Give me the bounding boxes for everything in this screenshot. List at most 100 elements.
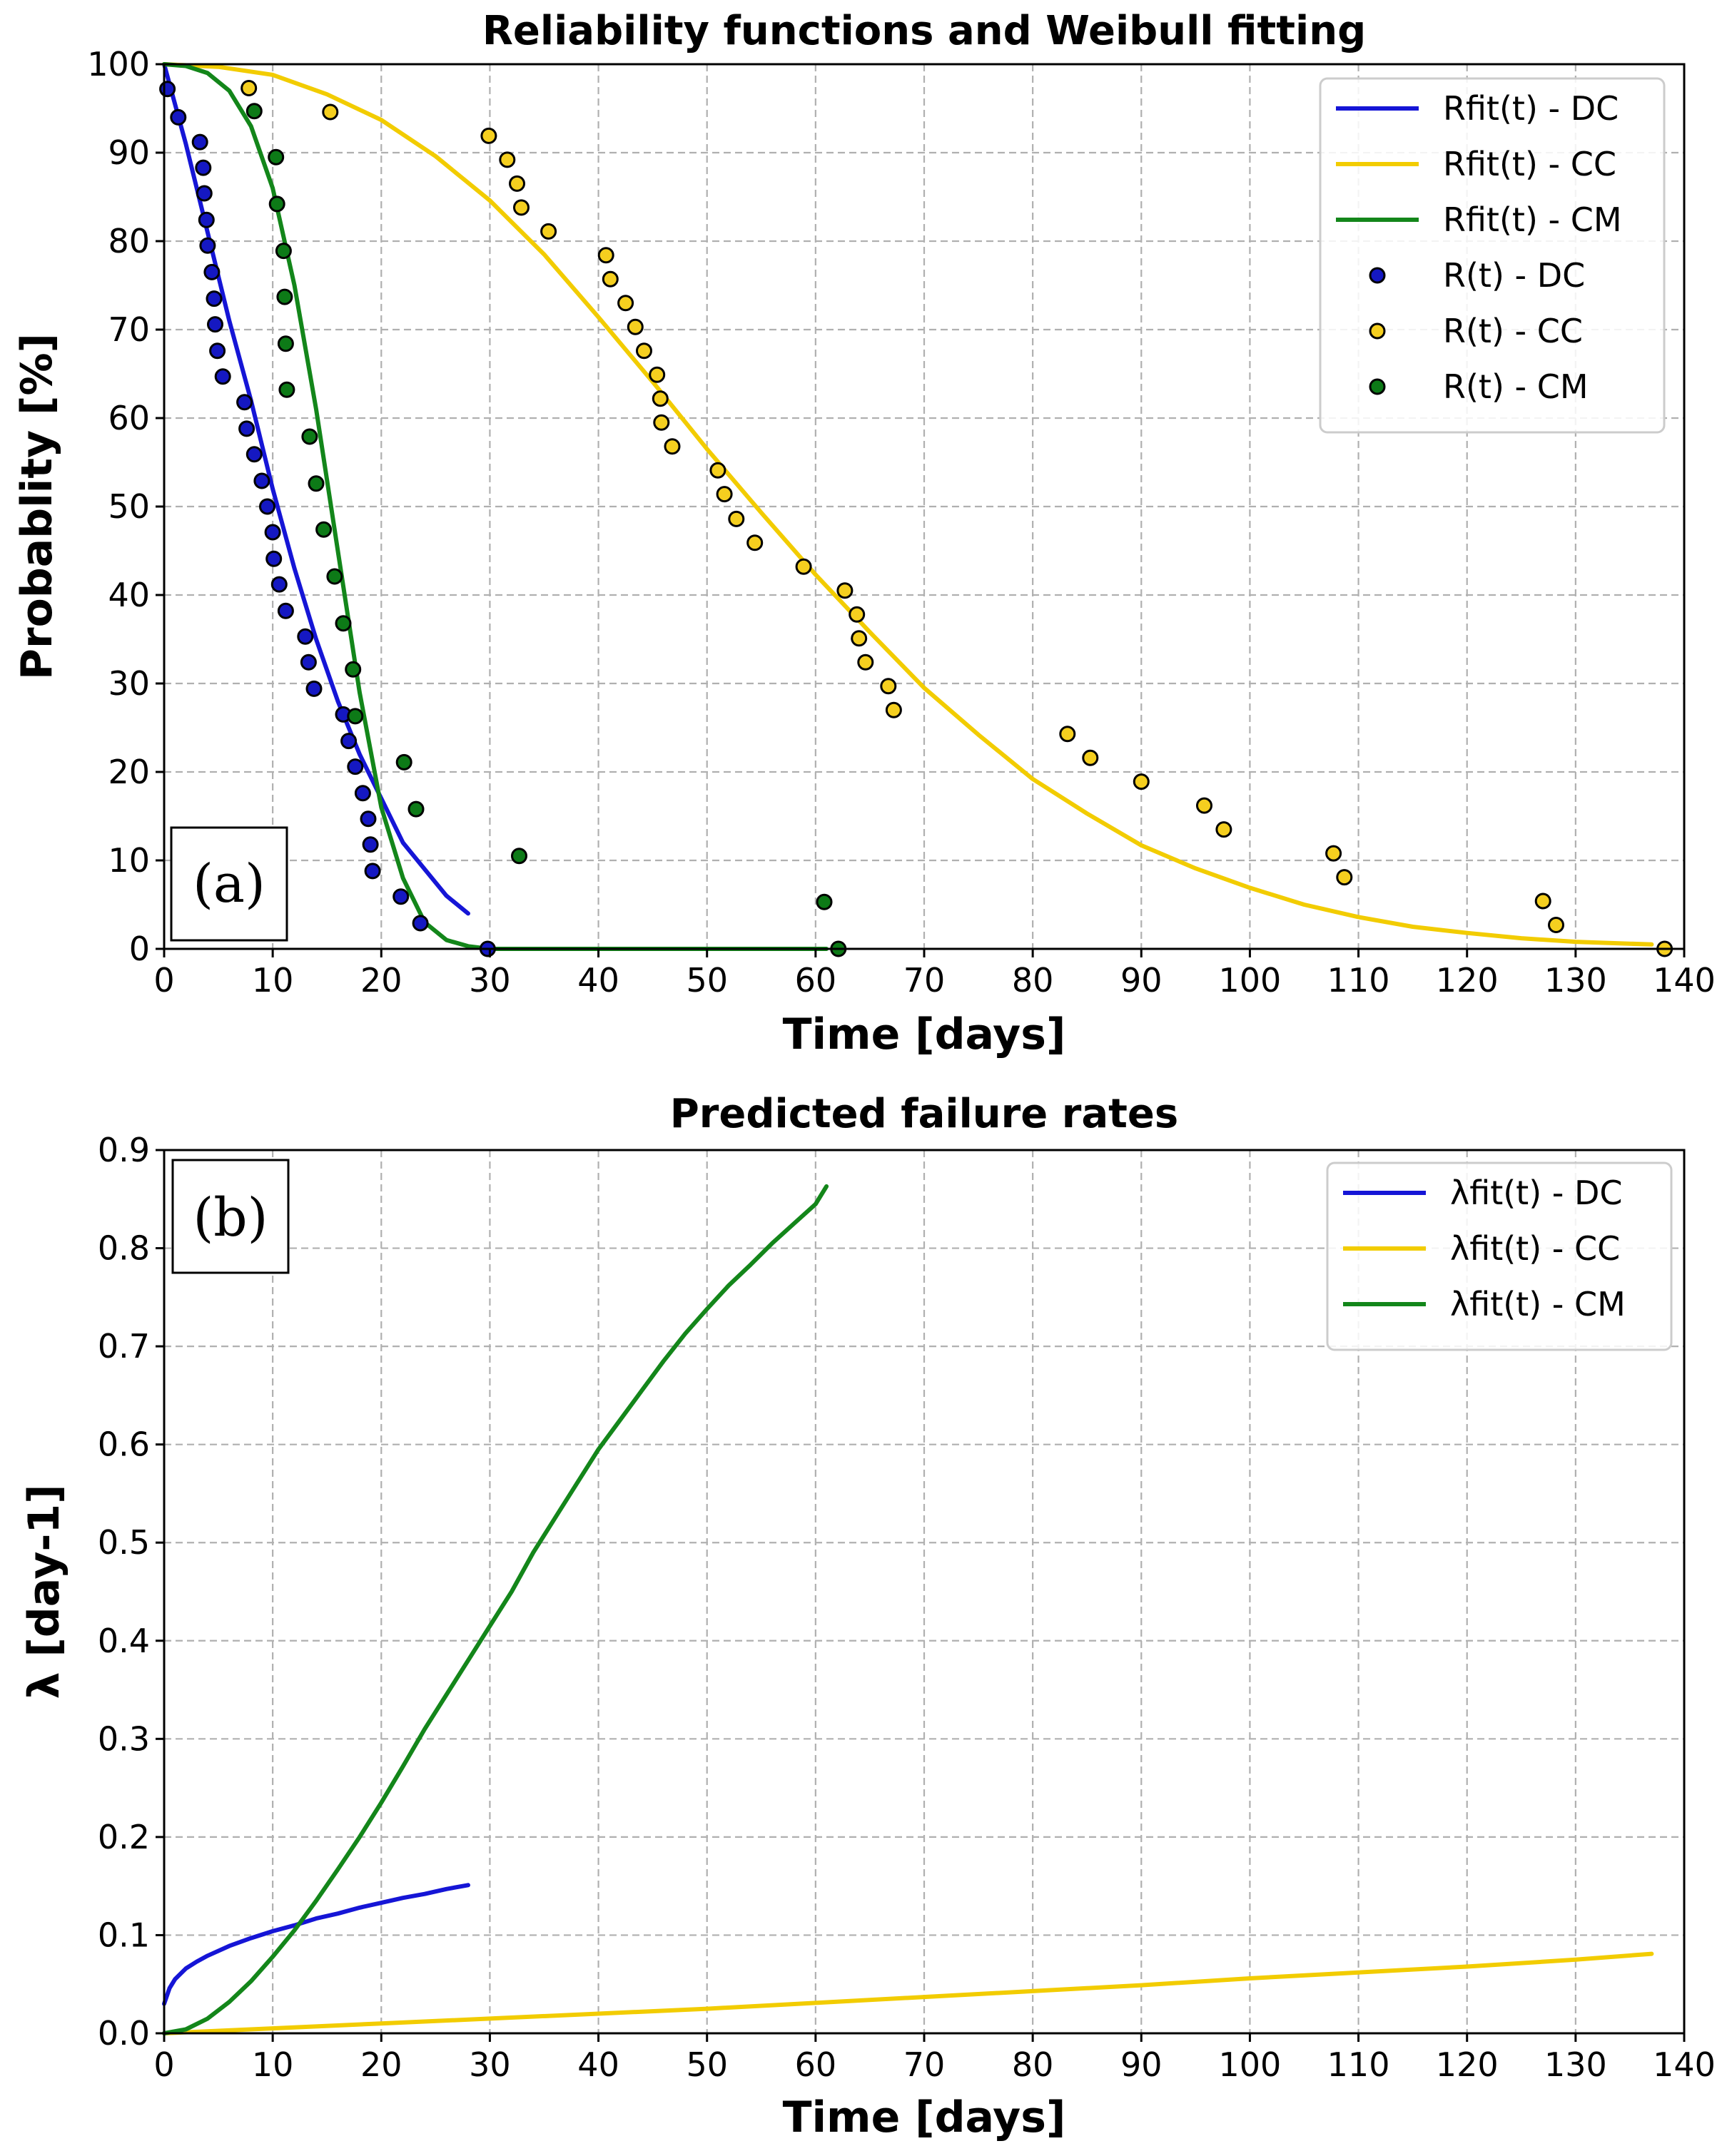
data-point-r-t-cc bbox=[617, 295, 634, 312]
legend-label-rfit-t-cc: Rfit(t) - CC bbox=[1443, 145, 1616, 183]
x-tick-label: 10 bbox=[252, 961, 294, 1000]
data-point-r-t-cm bbox=[816, 893, 833, 910]
x-tick-label: 0 bbox=[153, 2045, 174, 2084]
data-point-r-t-cm bbox=[277, 335, 294, 352]
data-point-r-t-cc bbox=[1325, 845, 1342, 862]
x-tick-label: 90 bbox=[1120, 961, 1163, 1000]
y-axis-label: λ [day-1] bbox=[19, 1484, 69, 1699]
data-point-r-t-dc bbox=[364, 863, 381, 880]
panel-tag-box bbox=[171, 1159, 290, 1274]
panel-tag: (b) bbox=[171, 1159, 290, 1274]
x-tick-label: 130 bbox=[1544, 961, 1607, 1000]
series-line--fit-t-cc bbox=[162, 1951, 1654, 2035]
data-point-r-t-dc bbox=[360, 810, 377, 828]
x-tick-label: 120 bbox=[1436, 961, 1499, 1000]
y-tick-label: 0.7 bbox=[98, 1327, 150, 1366]
x-tick-label: 80 bbox=[1012, 2045, 1054, 2084]
data-point-r-t-cc bbox=[1336, 869, 1353, 886]
legend-swatch-r-t-cm bbox=[1369, 378, 1386, 395]
series-line-rfit-t-cc bbox=[162, 62, 1654, 947]
data-point-r-t-dc bbox=[354, 785, 371, 802]
y-tick-label: 50 bbox=[108, 487, 150, 526]
y-tick-label: 0.8 bbox=[98, 1229, 150, 1268]
data-point-r-t-cc bbox=[746, 534, 764, 551]
series-line--fit-t-cm bbox=[162, 1184, 829, 2035]
data-point-r-t-cm bbox=[245, 103, 263, 120]
x-tick-label: 110 bbox=[1327, 961, 1390, 1000]
data-point-r-t-dc bbox=[203, 263, 221, 280]
legend-label-rfit-t-cm: Rfit(t) - CM bbox=[1443, 200, 1622, 239]
data-point-r-t-dc bbox=[347, 758, 364, 776]
axis-ticks: 0 10 20 30 40 50 60 70 80 90 100 110 120 130 140 0.0 0.1… bbox=[98, 1131, 1716, 2084]
legend-label-r-t-cc: R(t) - CC bbox=[1443, 312, 1583, 350]
y-tick-label: 0.5 bbox=[98, 1523, 150, 1562]
x-tick-label: 30 bbox=[469, 2045, 511, 2084]
data-point-r-t-cm bbox=[407, 800, 425, 818]
chart-title: Reliability functions and Weibull fittin… bbox=[482, 8, 1366, 54]
data-point-r-t-dc bbox=[207, 316, 223, 333]
x-tick-label: 110 bbox=[1327, 2045, 1390, 2084]
data-point-r-t-cc bbox=[499, 151, 516, 168]
data-point-r-t-cc bbox=[480, 127, 497, 144]
data-point-r-t-cc bbox=[857, 654, 874, 671]
data-point-r-t-dc bbox=[206, 290, 223, 307]
panel-tag: (a) bbox=[170, 826, 288, 942]
data-point-r-t-dc bbox=[340, 733, 358, 750]
data-point-r-t-dc bbox=[300, 654, 317, 671]
x-tick-label: 60 bbox=[795, 2045, 837, 2084]
x-tick-label: 10 bbox=[252, 2045, 294, 2084]
data-point-r-t-cc bbox=[1548, 917, 1564, 933]
x-tick-label: 90 bbox=[1120, 2045, 1163, 2084]
data-point-r-t-dc bbox=[196, 185, 213, 202]
y-tick-label: 0.4 bbox=[98, 1622, 150, 1660]
data-point-r-t-cc bbox=[851, 630, 868, 647]
panel-tag-label: (a) bbox=[193, 853, 265, 915]
data-point-r-t-dc bbox=[170, 108, 187, 126]
legend-swatch-r-t-dc bbox=[1369, 267, 1386, 284]
data-point-r-t-cc bbox=[652, 390, 669, 407]
data-point-r-t-cc bbox=[880, 678, 897, 695]
data-point-r-t-dc bbox=[259, 498, 275, 515]
data-point-r-t-cm bbox=[335, 615, 352, 632]
x-tick-label: 30 bbox=[469, 961, 511, 1000]
chart-panel-a: Reliability functions and Weibull fittin… bbox=[12, 8, 1716, 1059]
legend: λfit(t) - DC λfit(t) - CC λfit(t) - CM bbox=[1326, 1161, 1673, 1351]
x-tick-label: 140 bbox=[1653, 2045, 1716, 2084]
data-point-r-t-cm bbox=[395, 753, 412, 771]
chart-title: Predicted failure rates bbox=[670, 1091, 1178, 1137]
x-axis-label: Time [days] bbox=[783, 1010, 1066, 1059]
data-point-r-t-cm bbox=[315, 521, 333, 538]
data-point-r-t-dc bbox=[392, 888, 410, 905]
x-tick-label: 100 bbox=[1219, 2045, 1282, 2084]
data-point-r-t-dc bbox=[159, 81, 176, 98]
x-axis-label: Time [days] bbox=[783, 2093, 1066, 2142]
y-tick-label: 20 bbox=[108, 753, 150, 791]
data-point-r-t-dc bbox=[270, 576, 288, 593]
x-tick-label: 130 bbox=[1544, 2045, 1607, 2084]
legend-label-r-t-cm: R(t) - CM bbox=[1443, 367, 1589, 406]
data-point-r-t-dc bbox=[236, 394, 253, 411]
legend-label--fit-t-cc: λfit(t) - CC bbox=[1450, 1229, 1620, 1268]
data-point-r-t-cc bbox=[795, 558, 812, 575]
data-point-r-t-cm bbox=[347, 708, 364, 725]
data-point-r-t-dc bbox=[277, 602, 294, 619]
data-point-r-t-cc bbox=[1082, 749, 1099, 766]
x-tick-label: 50 bbox=[686, 2045, 728, 2084]
data-point-r-t-cc bbox=[1215, 821, 1232, 838]
data-point-r-t-cc bbox=[1059, 726, 1076, 743]
data-point-r-t-cm bbox=[275, 243, 292, 260]
legend-label-r-t-dc: R(t) - DC bbox=[1443, 256, 1585, 295]
legend-label--fit-t-dc: λfit(t) - DC bbox=[1450, 1174, 1623, 1212]
panel-tag-label: (b) bbox=[193, 1187, 268, 1249]
legend-frame bbox=[1319, 77, 1666, 434]
data-point-r-t-cm bbox=[278, 381, 295, 398]
data-point-r-t-cm bbox=[268, 195, 285, 213]
x-tick-label: 40 bbox=[577, 961, 619, 1000]
y-tick-label: 0.1 bbox=[98, 1916, 150, 1954]
data-point-r-t-cc bbox=[509, 175, 525, 192]
data-point-r-t-dc bbox=[297, 628, 314, 645]
data-point-r-t-cc bbox=[836, 582, 854, 599]
data-point-r-t-cc bbox=[885, 701, 902, 718]
data-point-r-t-dc bbox=[362, 836, 379, 853]
